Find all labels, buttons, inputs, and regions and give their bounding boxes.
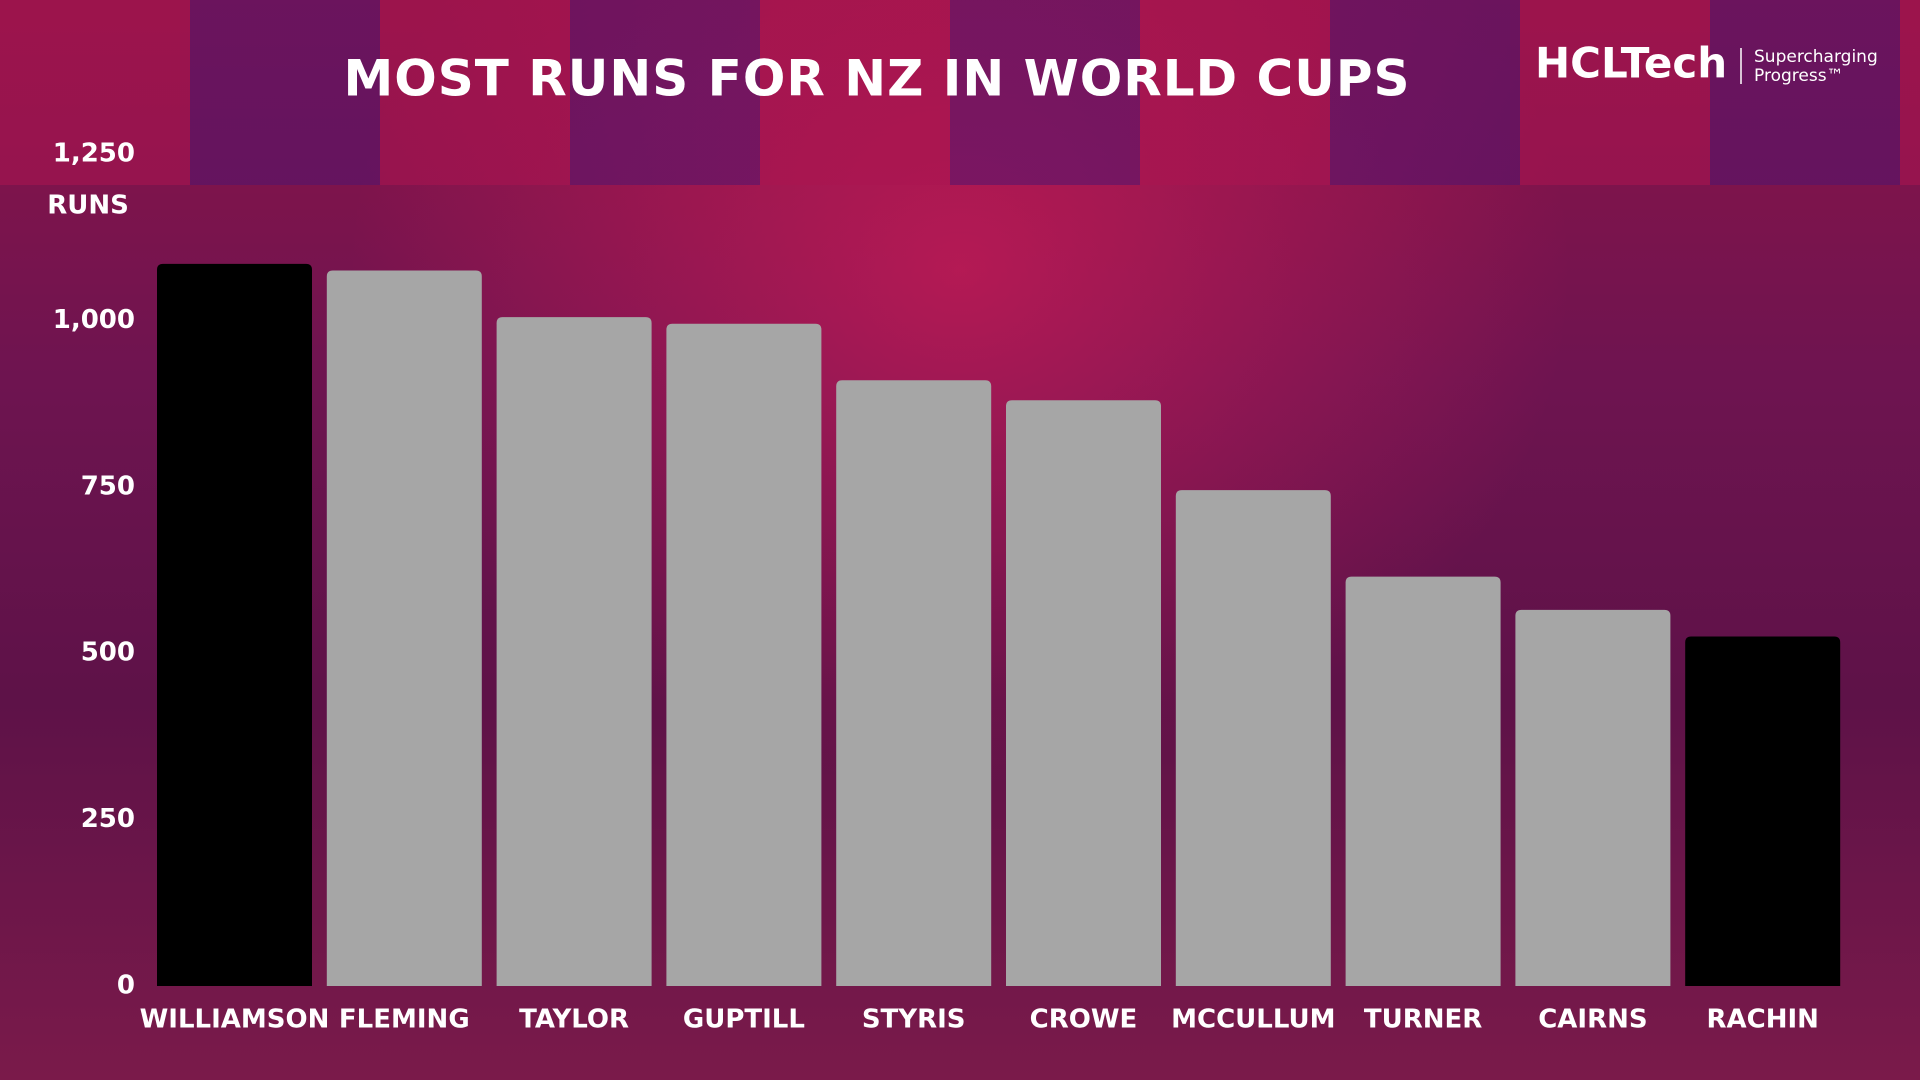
y-tick-label: 250 [81,804,135,834]
bar [1006,400,1161,987]
x-tick-label: MCCULLUM [1171,1005,1335,1035]
x-tick-label: WILLIAMSON [140,1005,330,1035]
y-tick-label: 1,000 [53,305,135,335]
bar [496,317,652,986]
chart-title: MOST RUNS FOR NZ IN WORLD CUPS [344,50,1411,108]
logo-tagline: Supercharging Progress™ [1754,47,1878,86]
bar [1515,609,1671,986]
x-tick-label: TURNER [1364,1005,1482,1035]
y-tick-label: 750 [81,471,135,501]
bar [326,270,482,987]
x-tick-label: CAIRNS [1538,1005,1647,1035]
bar [157,263,312,987]
bar [1685,636,1841,986]
x-tick-label: FLEMING [339,1005,470,1035]
y-tick-label: 0 [117,971,135,1001]
x-tick-label: GUPTILL [683,1005,805,1035]
logo-brand: HCLTech [1535,39,1727,88]
x-tick-label: STYRIS [862,1005,966,1035]
bar [666,323,822,986]
x-tick-label: CROWE [1030,1005,1138,1035]
bar [836,380,992,987]
y-tick-label: 1,250 [53,139,135,169]
x-tick-label: RACHIN [1706,1005,1818,1035]
y-axis-label: RUNS [47,191,129,221]
bar [1175,490,1331,986]
y-tick-label: 500 [81,638,135,668]
bar [1345,576,1501,986]
x-tick-label: TAYLOR [519,1005,629,1035]
